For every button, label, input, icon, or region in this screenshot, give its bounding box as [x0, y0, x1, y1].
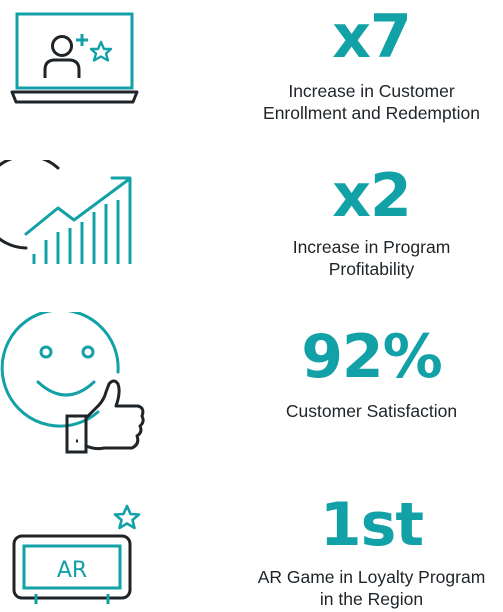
stat-description-line: Profitability: [328, 259, 415, 279]
stat-enrollment: x7 Increase in Customer Enrollment and R…: [240, 4, 503, 124]
stat-row-profitability: x2 Increase in Program Profitability: [0, 160, 503, 300]
stat-row-enrollment: x7 Increase in Customer Enrollment and R…: [0, 0, 503, 140]
stat-description: Increase in Program Profitability: [240, 236, 503, 280]
stat-description-line: Increase in Customer: [288, 81, 455, 101]
stat-value: 1st: [319, 490, 424, 560]
stat-description-line: Customer Satisfaction: [285, 401, 458, 421]
stat-satisfaction: 92% Customer Satisfaction: [240, 326, 503, 422]
stat-row-ar-game: AR 1st AR Game in Loyalty Program in the…: [0, 490, 503, 612]
growth-chart-icon: [0, 160, 132, 264]
stat-description-line: AR Game in Loyalty Program: [257, 567, 486, 587]
stat-row-satisfaction: 92% Customer Satisfaction: [0, 312, 503, 462]
ar-phone-star-icon: AR: [12, 504, 141, 604]
stat-value: x7: [332, 2, 411, 72]
stat-description: Increase in Customer Enrollment and Rede…: [240, 80, 503, 124]
stat-description-line: Enrollment and Redemption: [263, 103, 480, 123]
stat-description-line: in the Region: [319, 589, 424, 609]
laptop-user-add-icon: [10, 12, 139, 104]
stat-ar-game: 1st AR Game in Loyalty Program in the Re…: [240, 494, 503, 610]
stat-value: x2: [332, 161, 411, 231]
stat-profitability: x2 Increase in Program Profitability: [240, 164, 503, 280]
stat-description-line: Increase in Program: [292, 237, 451, 257]
stat-description: AR Game in Loyalty Program in the Region: [240, 566, 503, 610]
smiley-thumbs-up-icon: [0, 312, 145, 454]
stat-description: Customer Satisfaction: [240, 400, 503, 422]
ar-label: AR: [57, 558, 87, 583]
stat-value: 92%: [301, 322, 443, 392]
